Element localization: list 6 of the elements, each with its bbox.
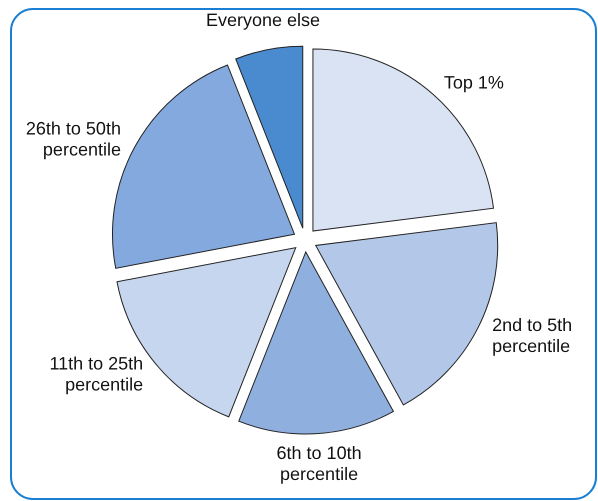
slice-label: 26th to 50th percentile [26, 118, 121, 160]
slice-label: Everyone else [206, 10, 320, 30]
slice-label: 11th to 25th percentile [49, 353, 144, 394]
slice-label: 6th to 10th percentile [276, 443, 362, 484]
slice-label: Top 1% [444, 72, 504, 92]
slice-label: 2nd to 5th percentile [492, 314, 572, 356]
